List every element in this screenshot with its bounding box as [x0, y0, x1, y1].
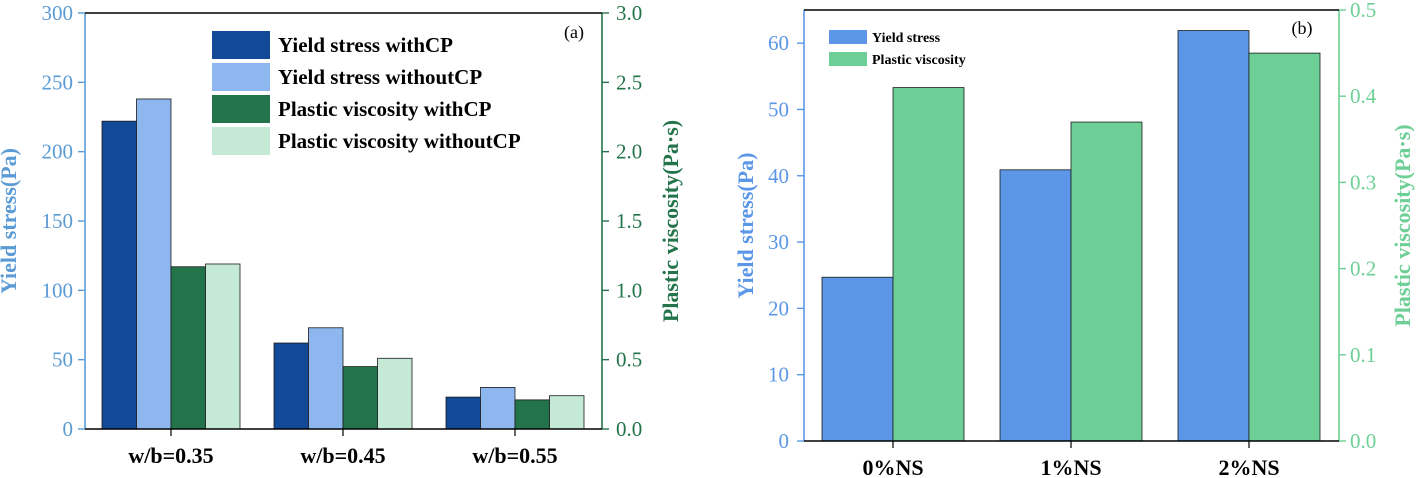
- panel-a-right-tick-label: 1.5: [616, 209, 642, 233]
- panel-a-bar-yield-stress-withcp-3: [445, 396, 481, 430]
- panel-b-left-tick-label: 0: [779, 429, 790, 453]
- panel-a-bar-yield-stress-withoutcp-1: [136, 98, 172, 430]
- panel-a-x-tick-label: w/b=0.55: [472, 443, 557, 468]
- panel-b-right-tick-label: 0.3: [1350, 170, 1376, 194]
- panel-a-right-tick-label: 0.0: [616, 417, 642, 441]
- panel-b-right-tick-label: 0.0: [1350, 429, 1376, 453]
- panel-a-legend-swatch: [212, 63, 270, 91]
- panel-b-bar-yield-stress-2: [999, 169, 1072, 442]
- panel-a-legend-swatch: [212, 95, 270, 123]
- panel-a-bar-yield-stress-withoutcp-2: [308, 327, 344, 430]
- panel-b-left-tick-label: 30: [768, 230, 789, 254]
- panel-a-right-tick-label: 3.0: [616, 1, 642, 25]
- panel-a-left-tick-label: 50: [52, 348, 73, 372]
- panel-a-bar-yield-stress-withcp-2: [273, 342, 309, 430]
- panel-b-legend-label: Plastic viscosity: [872, 53, 966, 68]
- panel-b-x-tick-label: 0%NS: [862, 455, 923, 478]
- panel-b-y-right-title: Plastic viscosity(Pa·s): [1390, 124, 1415, 326]
- panel-b-legend-label: Yield stress: [872, 31, 941, 46]
- panel-a-left-tick-label: 100: [42, 278, 74, 302]
- panel-a-x-tick-label: w/b=0.45: [300, 443, 385, 468]
- panel-a-right-tick-label: 0.5: [616, 348, 642, 372]
- panel-b-bar-plastic-viscosity-3: [1248, 52, 1321, 442]
- panel-b-tag: (b): [1292, 18, 1313, 39]
- panel-b-y-left-title: Yield stress(Pa): [733, 152, 758, 298]
- panel-a-bar-yield-stress-withoutcp-3: [480, 386, 516, 430]
- panel-b-bar-yield-stress-3: [1177, 30, 1250, 442]
- panel-a-bar-plastic-viscosity-withoutcp-2: [377, 357, 413, 430]
- panel-a-bar-plastic-viscosity-withcp-2: [342, 366, 378, 430]
- panel-b-right-tick-label: 0.4: [1350, 84, 1377, 108]
- panel-b-right-tick-label: 0.1: [1350, 343, 1376, 367]
- panel-b-left-tick-label: 50: [768, 97, 789, 121]
- panel-a-x-tick-label: w/b=0.35: [128, 443, 213, 468]
- panel-a-bar-plastic-viscosity-withoutcp-3: [549, 395, 585, 430]
- panel-a-left-tick-label: 0: [63, 417, 74, 441]
- panel-a-tag: (a): [564, 22, 584, 43]
- panel-a-bar-plastic-viscosity-withcp-1: [170, 266, 206, 430]
- panel-a-bar-plastic-viscosity-withoutcp-1: [205, 263, 241, 430]
- panel-b-x-tick-label: 1%NS: [1040, 455, 1101, 478]
- panel-a-y-left-title: Yield stress(Pa): [0, 148, 21, 294]
- panel-a-left-tick-label: 150: [42, 209, 74, 233]
- panel-b-x-tick-label: 2%NS: [1218, 455, 1279, 478]
- panel-a-left-tick-label: 250: [42, 70, 74, 94]
- panel-a-y-right-title: Plastic viscosity(Pa·s): [658, 120, 683, 322]
- panel-b-left-tick-label: 60: [768, 31, 789, 55]
- panel-a-right-tick-label: 2.5: [616, 70, 642, 94]
- panel-a-legend-swatch: [212, 127, 270, 155]
- panel-a-bar-yield-stress-withcp-1: [101, 120, 137, 430]
- panel-a-legend-label: Plastic viscosity withCP: [278, 97, 492, 121]
- panel-b-left-tick-label: 40: [768, 164, 789, 188]
- panel-b-legend-swatch: [829, 52, 867, 66]
- panel-b-bar-plastic-viscosity-2: [1070, 121, 1143, 442]
- panel-b-right-tick-label: 0.5: [1350, 0, 1376, 22]
- panel-a-left-tick-label: 300: [42, 1, 74, 25]
- panel-a-right-tick-label: 1.0: [616, 278, 642, 302]
- panel-a-legend-label: Plastic viscosity withoutCP: [278, 129, 521, 153]
- panel-a-left-tick-label: 200: [42, 140, 74, 164]
- panel-a-legend-label: Yield stress withoutCP: [278, 65, 482, 89]
- panel-b-left-tick-label: 10: [768, 363, 789, 387]
- panel-b-legend-swatch: [829, 30, 867, 44]
- panel-b-bar-yield-stress-1: [821, 276, 894, 442]
- panel-a-legend-label: Yield stress withCP: [278, 33, 453, 57]
- panel-a-legend-swatch: [212, 31, 270, 59]
- panel-b-bar-plastic-viscosity-1: [892, 87, 965, 442]
- panel-b-right-tick-label: 0.2: [1350, 257, 1376, 281]
- panel-a-right-tick-label: 2.0: [616, 140, 642, 164]
- panel-a-bar-plastic-viscosity-withcp-3: [514, 399, 550, 430]
- panel-b-left-tick-label: 20: [768, 296, 789, 320]
